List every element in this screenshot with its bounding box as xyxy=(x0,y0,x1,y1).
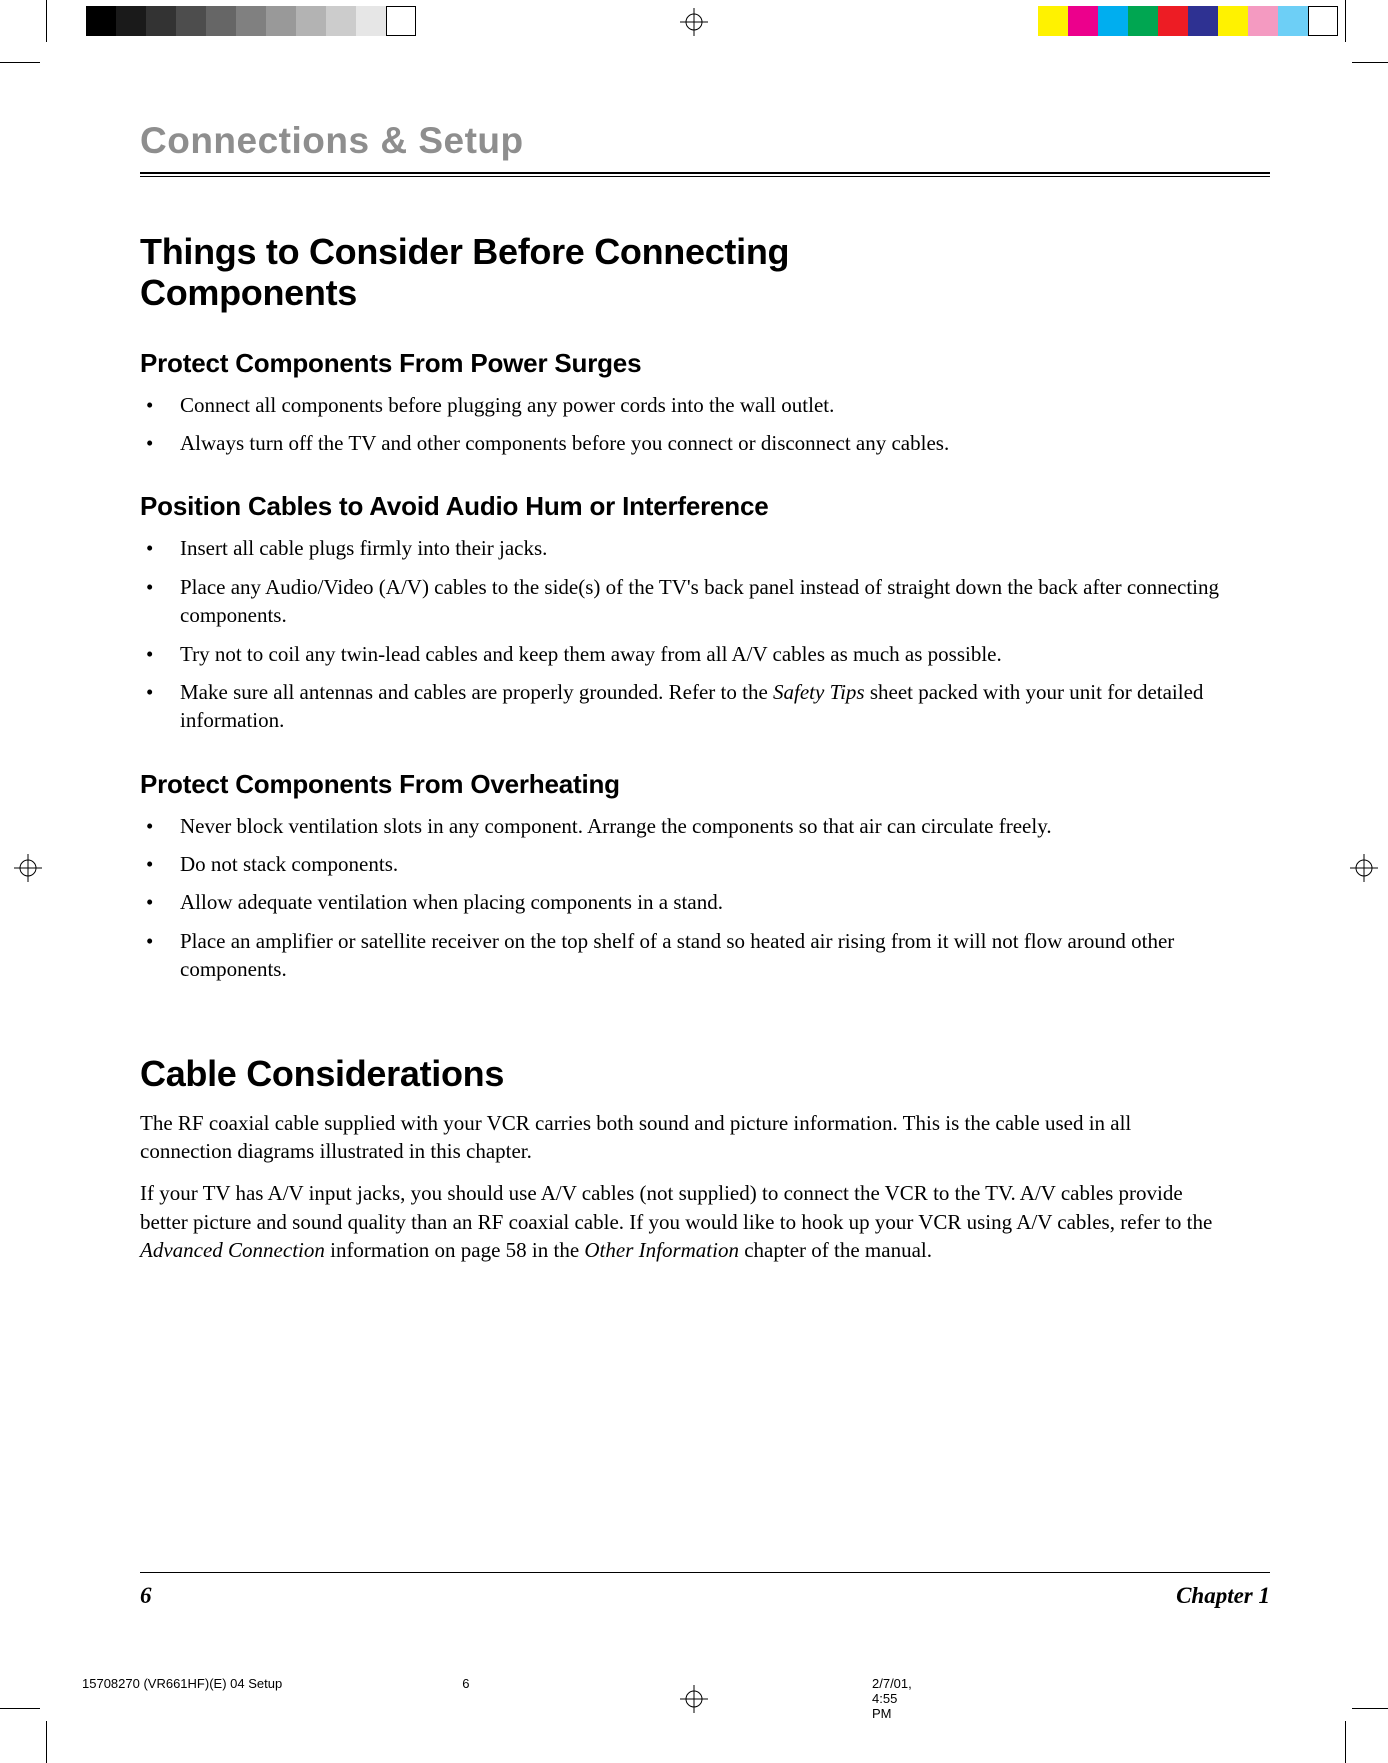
swatch xyxy=(1128,6,1158,36)
color-swatches xyxy=(1038,6,1338,36)
list-item: Insert all cable plugs firmly into their… xyxy=(140,534,1220,562)
swatch xyxy=(1248,6,1278,36)
page-footer: 6 Chapter 1 xyxy=(140,1572,1270,1609)
imposition-slug: 15708270 (VR661HF)(E) 04 Setup 6 2/7/01,… xyxy=(82,1676,469,1691)
swatch xyxy=(176,6,206,36)
swatch xyxy=(266,6,296,36)
swatch xyxy=(326,6,356,36)
swatch xyxy=(146,6,176,36)
registration-mark-icon xyxy=(1350,854,1378,882)
crop-mark xyxy=(1352,1708,1388,1709)
content-area: Connections & Setup Things to Consider B… xyxy=(140,120,1270,1264)
grayscale-swatches xyxy=(86,6,416,36)
list-item: Connect all components before plugging a… xyxy=(140,391,1220,419)
swatch xyxy=(236,6,266,36)
text: chapter of the manual. xyxy=(739,1238,932,1262)
list-item: Place an amplifier or satellite receiver… xyxy=(140,927,1220,984)
crop-mark xyxy=(1345,0,1346,42)
bullet-list: Never block ventilation slots in any com… xyxy=(140,812,1220,984)
text: Make sure all antennas and cables are pr… xyxy=(180,680,773,704)
swatch xyxy=(1188,6,1218,36)
crop-mark xyxy=(1345,1721,1346,1763)
registration-mark-icon xyxy=(680,8,708,36)
printers-color-bar xyxy=(86,6,1338,36)
bullet-list: Connect all components before plugging a… xyxy=(140,391,1220,458)
chapter-label: Chapter 1 xyxy=(1176,1583,1270,1609)
swatch xyxy=(1308,6,1338,36)
emphasis: Advanced Connection xyxy=(140,1238,325,1262)
swatch xyxy=(1068,6,1098,36)
page-number: 6 xyxy=(140,1583,152,1609)
swatch xyxy=(86,6,116,36)
emphasis: Safety Tips xyxy=(773,680,865,704)
subsection-title: Protect Components From Power Surges xyxy=(140,348,1270,379)
paragraph: If your TV has A/V input jacks, you shou… xyxy=(140,1179,1220,1264)
list-item: Make sure all antennas and cables are pr… xyxy=(140,678,1220,735)
list-item: Always turn off the TV and other compone… xyxy=(140,429,1220,457)
rule xyxy=(140,176,1270,177)
slug-file: 15708270 (VR661HF)(E) 04 Setup xyxy=(82,1676,282,1691)
crop-mark xyxy=(1352,62,1388,63)
crop-mark xyxy=(46,0,47,42)
page: Connections & Setup Things to Consider B… xyxy=(0,0,1388,1763)
swatch xyxy=(1278,6,1308,36)
subsection-title: Position Cables to Avoid Audio Hum or In… xyxy=(140,491,1270,522)
slug-timestamp: 2/7/01, 4:55 PM xyxy=(872,1676,912,1721)
list-item: Never block ventilation slots in any com… xyxy=(140,812,1220,840)
paragraph: The RF coaxial cable supplied with your … xyxy=(140,1109,1220,1166)
subsection-title: Protect Components From Overheating xyxy=(140,769,1270,800)
registration-mark-icon xyxy=(14,854,42,882)
crop-mark xyxy=(0,62,40,63)
text: If your TV has A/V input jacks, you shou… xyxy=(140,1181,1212,1233)
rule xyxy=(140,172,1270,174)
swatch xyxy=(206,6,236,36)
list-item: Allow adequate ventilation when placing … xyxy=(140,888,1220,916)
text: information on page 58 in the xyxy=(325,1238,585,1262)
swatch xyxy=(386,6,416,36)
swatch xyxy=(116,6,146,36)
swatch xyxy=(1158,6,1188,36)
emphasis: Other Information xyxy=(584,1238,739,1262)
list-item: Try not to coil any twin-lead cables and… xyxy=(140,640,1220,668)
registration-mark-icon xyxy=(680,1685,708,1713)
slug-page: 6 xyxy=(462,1676,469,1691)
crop-mark xyxy=(0,1708,40,1709)
rule xyxy=(140,1572,1270,1573)
section-title: Cable Considerations xyxy=(140,1053,960,1094)
swatch xyxy=(1038,6,1068,36)
swatch xyxy=(1098,6,1128,36)
bullet-list: Insert all cable plugs firmly into their… xyxy=(140,534,1220,734)
swatch xyxy=(1218,6,1248,36)
list-item: Do not stack components. xyxy=(140,850,1220,878)
swatch xyxy=(296,6,326,36)
chapter-heading: Connections & Setup xyxy=(140,120,1270,168)
crop-mark xyxy=(46,1721,47,1763)
swatch xyxy=(356,6,386,36)
section-title: Things to Consider Before Connecting Com… xyxy=(140,231,960,314)
list-item: Place any Audio/Video (A/V) cables to th… xyxy=(140,573,1220,630)
